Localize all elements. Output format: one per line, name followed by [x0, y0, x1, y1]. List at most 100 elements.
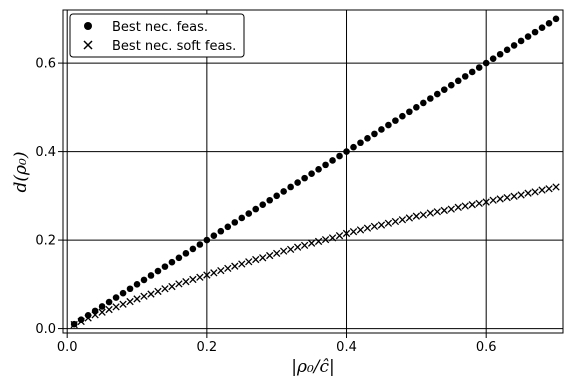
data-point-x	[286, 245, 295, 254]
legend-frame	[69, 13, 245, 58]
data-point-circle	[434, 90, 441, 98]
data-point-x	[482, 198, 490, 206]
data-point-circle	[399, 112, 406, 120]
data-point-circle	[217, 227, 225, 235]
data-point-x	[426, 209, 434, 217]
data-point-x	[405, 214, 414, 222]
data-point-circle	[343, 148, 350, 155]
data-point-x	[356, 226, 365, 234]
data-point-x	[91, 311, 99, 319]
data-point-circle	[468, 68, 476, 76]
y-axis-ticks: 0.0 0.2 0.4 0.6	[35, 57, 63, 337]
data-point-circle	[531, 28, 539, 36]
data-point-x	[489, 196, 497, 204]
data-point-circle	[538, 24, 546, 31]
legend-x-marker	[83, 40, 93, 50]
data-point-x	[147, 290, 155, 298]
data-point-circle	[168, 258, 176, 266]
data-point-circle	[224, 223, 232, 231]
data-point-x	[224, 264, 232, 273]
data-point-circle	[294, 179, 301, 186]
data-point-circle	[378, 126, 385, 133]
data-point-x	[314, 237, 323, 246]
data-point-x	[182, 278, 190, 286]
data-point-circle	[385, 121, 392, 129]
x-tick-label: 0.6	[476, 340, 497, 355]
data-point-x	[161, 285, 169, 293]
data-point-circle	[238, 214, 246, 222]
y-tick-label: 0.0	[35, 322, 56, 337]
y-tick-label: 0.4	[35, 145, 56, 160]
data-point-circle	[420, 99, 427, 107]
data-point-x	[238, 260, 246, 268]
data-point-circle	[196, 241, 204, 248]
data-point-circle	[126, 285, 134, 293]
data-point-circle	[524, 33, 532, 40]
data-point-circle	[336, 152, 343, 160]
data-point-x	[126, 297, 134, 306]
legend-entry-best-nec-feas: Best nec. feas.	[112, 20, 208, 35]
x-tick-label: 0.0	[57, 340, 78, 355]
data-point-circle	[475, 64, 483, 71]
data-point-x	[454, 203, 462, 211]
data-point-x	[538, 186, 546, 194]
data-point-x	[342, 229, 351, 238]
data-point-x	[412, 212, 421, 220]
data-point-x	[217, 266, 225, 275]
data-point-circle	[77, 316, 85, 324]
data-point-circle	[517, 37, 525, 45]
data-point-circle	[440, 86, 448, 93]
data-point-circle	[147, 272, 155, 279]
legend: Best nec. feas. Best nec. soft feas.	[69, 13, 245, 58]
data-point-circle	[406, 108, 413, 116]
data-point-x	[524, 189, 532, 197]
data-point-circle	[105, 298, 113, 306]
data-point-circle	[454, 77, 462, 85]
data-point-circle	[231, 219, 239, 226]
data-point-circle	[182, 250, 190, 257]
data-point-circle	[189, 245, 197, 253]
data-point-x	[70, 320, 78, 329]
data-point-x	[273, 249, 281, 258]
data-point-x	[461, 202, 469, 210]
data-point-circle	[280, 188, 287, 195]
data-point-x	[210, 269, 218, 277]
data-point-circle	[545, 19, 553, 27]
data-point-circle	[392, 117, 399, 124]
y-axis-label: d(ρ₀)	[11, 152, 31, 193]
data-point-x	[419, 211, 427, 219]
data-point-x	[77, 317, 85, 326]
data-point-circle	[496, 50, 504, 58]
data-point-circle	[322, 161, 329, 169]
data-point-x	[377, 221, 386, 229]
y-tick-label: 0.2	[35, 234, 56, 249]
y-tick-label: 0.6	[35, 57, 56, 72]
plot-frame	[62, 9, 564, 334]
x-tick-label: 0.2	[197, 340, 218, 355]
data-point-circle	[350, 143, 357, 151]
data-point-x	[321, 235, 330, 244]
data-point-x	[119, 300, 127, 308]
data-point-x	[259, 254, 267, 262]
data-point-x	[335, 231, 344, 240]
data-point-circle	[161, 263, 169, 270]
x-axis-ticks: 0.0 0.2 0.4 0.6	[57, 333, 497, 355]
data-point-circle	[140, 276, 148, 284]
data-point-circle	[427, 95, 434, 102]
data-point-circle	[308, 170, 315, 178]
x-axis-label: |ρ₀/ĉ|	[291, 357, 335, 377]
data-point-x	[252, 255, 260, 264]
data-point-x	[105, 305, 113, 314]
data-point-x	[391, 217, 400, 226]
data-point-circle	[154, 267, 162, 275]
data-point-circle	[315, 165, 322, 173]
data-point-circle	[357, 139, 364, 147]
data-point-circle	[552, 15, 560, 23]
data-point-circle	[447, 81, 455, 89]
data-point-x	[280, 247, 288, 255]
data-point-x	[175, 280, 183, 288]
data-point-circle	[503, 46, 511, 54]
data-point-x	[398, 216, 407, 224]
data-point-circle	[252, 205, 260, 213]
